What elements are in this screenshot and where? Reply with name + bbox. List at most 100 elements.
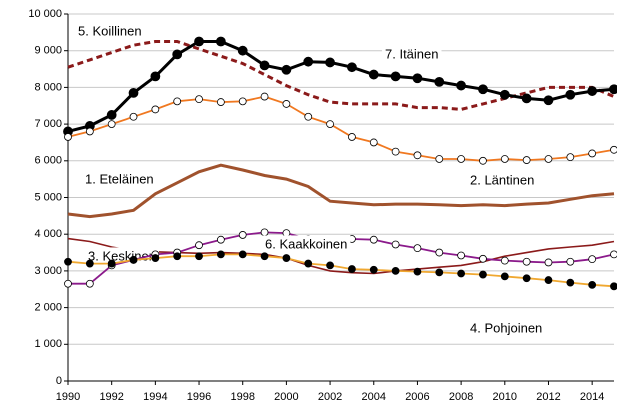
data-point xyxy=(522,257,531,266)
data-point xyxy=(522,274,531,283)
data-point xyxy=(369,235,378,244)
y-tick-label: 1 000 xyxy=(34,338,62,350)
series-line xyxy=(67,40,615,111)
data-point xyxy=(610,282,617,291)
x-tick-label: 1996 xyxy=(187,391,211,403)
x-tick-label: 2008 xyxy=(449,391,473,403)
data-point xyxy=(215,36,226,47)
data-point xyxy=(260,228,269,237)
data-point xyxy=(194,36,204,47)
data-point xyxy=(610,250,617,259)
data-point xyxy=(479,270,487,279)
data-point xyxy=(522,156,531,164)
series-label: 5. Koillinen xyxy=(78,23,142,38)
data-point xyxy=(391,240,400,249)
data-point xyxy=(107,120,116,128)
data-point xyxy=(588,149,597,158)
data-point xyxy=(500,272,509,281)
data-point xyxy=(413,151,422,160)
data-point xyxy=(457,155,466,163)
series-label: 1. Eteläinen xyxy=(85,171,154,186)
y-tick-label: 4 000 xyxy=(34,228,62,240)
data-point xyxy=(260,92,269,101)
data-point xyxy=(195,252,203,261)
data-point xyxy=(479,156,487,165)
series-line xyxy=(67,163,615,219)
series-label: 4. Pohjoinen xyxy=(470,320,542,335)
x-tick-label: 1994 xyxy=(143,391,167,403)
data-point xyxy=(216,250,225,259)
data-point xyxy=(129,255,138,264)
data-point xyxy=(391,266,400,275)
data-point xyxy=(610,145,617,154)
x-tick-label: 2012 xyxy=(536,391,560,403)
data-point xyxy=(107,259,116,268)
data-point xyxy=(304,259,313,268)
data-point xyxy=(303,56,314,67)
data-point xyxy=(413,244,422,253)
y-tick-label: 8 000 xyxy=(34,81,62,93)
data-point xyxy=(238,250,247,259)
data-point xyxy=(543,95,554,106)
data-point xyxy=(565,89,576,100)
data-point xyxy=(368,69,379,80)
series-label: 7. Itäinen xyxy=(385,46,439,61)
data-point xyxy=(478,84,488,95)
data-point xyxy=(85,259,94,268)
data-point xyxy=(150,71,161,82)
data-point xyxy=(369,138,378,147)
data-point xyxy=(587,86,598,96)
data-point xyxy=(348,265,356,273)
data-point xyxy=(544,155,553,163)
x-tick-label: 2004 xyxy=(362,391,386,403)
data-point xyxy=(129,112,138,121)
data-point xyxy=(216,98,225,106)
data-point xyxy=(544,258,553,267)
data-point xyxy=(412,73,423,84)
x-tick-label: 1998 xyxy=(230,391,254,403)
x-tick-label: 2010 xyxy=(493,391,517,403)
x-tick-label: 1992 xyxy=(99,391,123,403)
series-label: 2. Läntinen xyxy=(470,172,534,187)
series-label-bg xyxy=(75,22,145,40)
data-point xyxy=(281,64,292,75)
x-tick-label: 2014 xyxy=(580,391,604,403)
data-point xyxy=(499,89,510,100)
data-point xyxy=(500,256,509,265)
data-point xyxy=(64,279,72,288)
data-point xyxy=(238,97,247,106)
data-point xyxy=(64,257,72,266)
data-point xyxy=(434,76,445,87)
data-point xyxy=(326,120,334,128)
data-point xyxy=(238,231,247,239)
data-point xyxy=(391,147,400,156)
data-point xyxy=(195,95,203,104)
data-point xyxy=(260,252,269,261)
data-point xyxy=(85,279,94,288)
data-point xyxy=(259,60,270,71)
series-label-bg xyxy=(262,235,351,253)
series-line xyxy=(67,237,615,275)
data-point xyxy=(151,254,160,262)
data-point xyxy=(435,268,444,277)
data-point xyxy=(588,255,597,264)
data-point xyxy=(326,261,334,270)
series-label-bg xyxy=(467,319,546,337)
data-point xyxy=(435,155,444,163)
data-point xyxy=(347,62,357,73)
data-point xyxy=(106,110,117,120)
data-point xyxy=(282,254,291,262)
data-point xyxy=(609,84,617,95)
data-point xyxy=(500,155,509,163)
data-point xyxy=(457,251,466,260)
data-point xyxy=(216,235,225,244)
series-label-bg xyxy=(382,45,442,63)
y-tick-label: 10 000 xyxy=(28,8,62,20)
data-point xyxy=(195,241,203,250)
series-line xyxy=(67,40,615,133)
data-point xyxy=(588,280,597,289)
data-point xyxy=(325,57,335,68)
data-point xyxy=(479,254,487,263)
data-point xyxy=(282,100,291,108)
data-point xyxy=(304,112,313,121)
